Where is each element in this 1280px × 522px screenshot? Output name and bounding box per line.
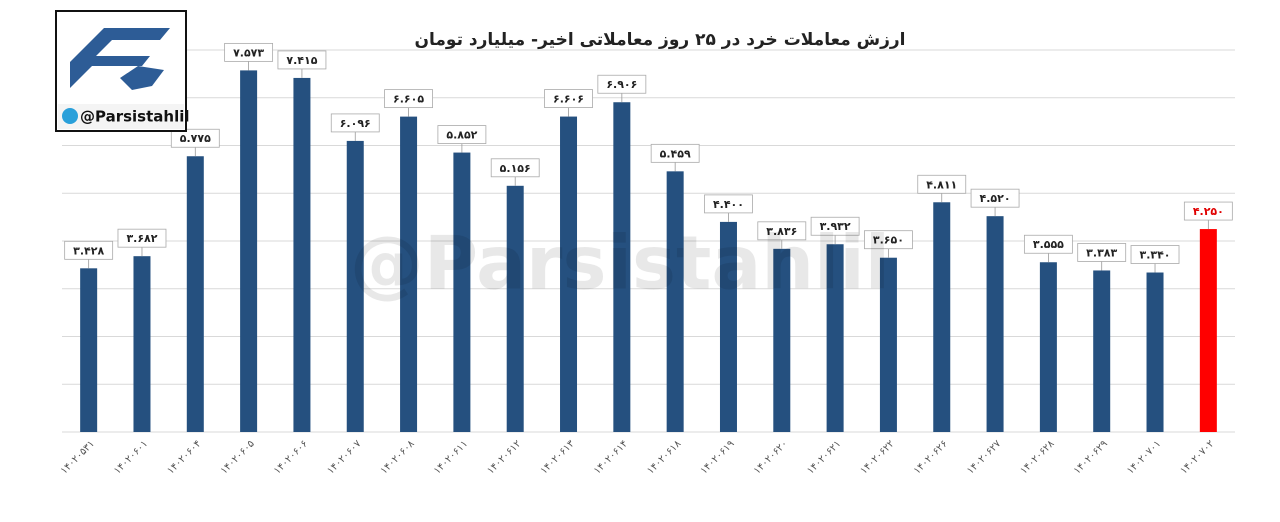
label-box (170, 128, 220, 148)
value-label: ۳.۳۴۰ (1139, 249, 1170, 262)
bar (933, 202, 951, 432)
bar (133, 256, 151, 432)
value-label: ۶.۶۰۵ (393, 93, 424, 106)
logo-bar (58, 104, 184, 129)
bar (1093, 270, 1111, 432)
label-box (917, 174, 967, 194)
bar (346, 140, 364, 432)
label-box (1077, 243, 1127, 262)
value-label: ۵.۱۵۶ (500, 162, 531, 175)
label-box (864, 230, 913, 250)
bar (1039, 262, 1057, 432)
value-label: ۳.۶۸۲ (126, 232, 157, 245)
logo-handle: @Parsistahlil (80, 108, 190, 126)
chart-title: ارزش معاملات خرد در ۲۵ روز معاملاتی اخیر… (415, 30, 906, 50)
bar (986, 216, 1004, 432)
value-label: ۷.۵۷۳ (233, 46, 264, 59)
bar (719, 221, 737, 432)
value-label: ۳.۵۵۵ (1033, 238, 1064, 251)
label-box (490, 158, 540, 178)
label-box (544, 89, 593, 108)
value-label: ۴.۵۲۰ (980, 192, 1011, 205)
label-box (1023, 234, 1073, 254)
bar (506, 185, 524, 432)
logo-shape (70, 28, 170, 88)
label-box (650, 143, 700, 163)
value-label: ۶.۶۰۶ (553, 93, 584, 106)
label-box (277, 50, 327, 70)
bar (400, 116, 418, 432)
value-label: ۵.۴۵۹ (660, 147, 691, 160)
value-label: ۳.۹۳۲ (820, 220, 851, 233)
label-box (810, 216, 860, 236)
label-box (64, 240, 114, 260)
logo: @Parsistahlil (55, 10, 190, 132)
bar (80, 268, 98, 432)
value-label: ۳.۴۲۸ (73, 244, 104, 257)
value-label: ۴.۲۵۰ (1193, 205, 1224, 218)
label-box (597, 74, 647, 94)
label-box (1130, 245, 1180, 264)
value-label: ۴.۸۱۱ (926, 178, 957, 191)
value-label: ۳.۳۸۳ (1086, 246, 1117, 259)
value-label: ۳.۸۳۶ (766, 225, 797, 238)
label-box (384, 89, 433, 109)
label-box (224, 42, 274, 62)
bar (240, 70, 258, 432)
bar (879, 257, 897, 432)
label-box (117, 228, 167, 248)
value-label: ۶.۹۰۶ (606, 78, 637, 91)
bar (826, 244, 844, 432)
telegram-icon (62, 108, 78, 124)
bar (773, 248, 791, 432)
bar (186, 156, 204, 432)
label-box (704, 194, 753, 214)
value-label: ۵.۸۵۲ (446, 129, 477, 142)
label-box (330, 113, 380, 133)
watermark: @Parsistahlil (350, 221, 890, 307)
bar (666, 171, 684, 432)
label-box (970, 188, 1020, 208)
bar (293, 77, 311, 432)
value-label: ۷.۴۱۵ (286, 54, 317, 67)
bar (560, 116, 578, 432)
bar (1199, 229, 1217, 432)
label-box (1183, 201, 1233, 221)
bar (613, 102, 631, 433)
label-box (437, 125, 487, 144)
bar (1146, 272, 1164, 432)
value-label: ۵.۷۷۵ (180, 132, 211, 145)
label-box (757, 221, 807, 241)
value-label: ۶.۰۹۶ (340, 117, 371, 130)
bar (453, 152, 471, 432)
value-label: ۴.۴۰۰ (713, 198, 744, 211)
value-label: ۳.۶۵۰ (873, 234, 904, 247)
logo-shape (120, 66, 164, 90)
